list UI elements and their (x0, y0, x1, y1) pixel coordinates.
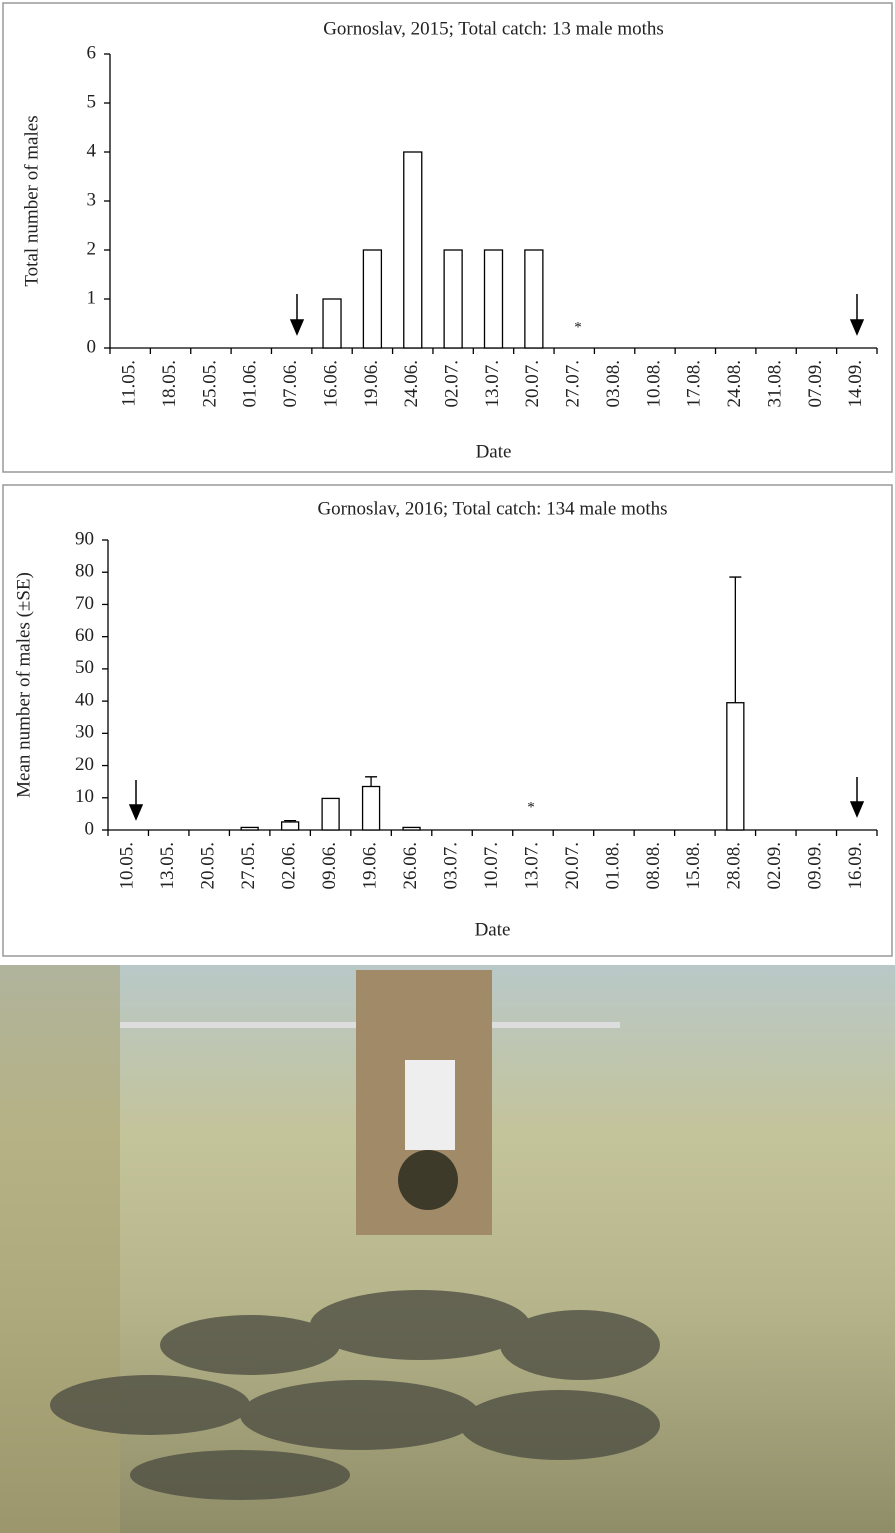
x-tick-label: 31.08. (764, 360, 785, 408)
x-tick-label: 01.08. (602, 842, 623, 890)
y-tick-label: 2 (87, 238, 97, 259)
y-tick-label: 10 (75, 786, 94, 807)
x-tick-label: 16.09. (845, 842, 866, 890)
x-tick-label: 11.05. (119, 360, 140, 407)
x-tick-label: 10.07. (481, 842, 502, 890)
x-tick-label: 17.08. (684, 360, 705, 408)
y-tick-label: 60 (75, 625, 94, 646)
y-axis-label: Mean number of males (±SE) (13, 572, 34, 798)
x-tick-label: 24.08. (724, 360, 745, 408)
y-tick-label: 80 (75, 561, 94, 582)
x-tick-label: 27.07. (563, 360, 584, 408)
photo-label (405, 1060, 455, 1150)
x-axis-label: Date (476, 441, 512, 462)
annotation: * (527, 799, 535, 815)
x-tick-label: 10.05. (117, 842, 138, 890)
bar (322, 798, 339, 830)
y-tick-label: 3 (87, 189, 97, 210)
x-tick-label: 09.09. (805, 842, 826, 890)
bar (444, 250, 462, 348)
bar (485, 250, 503, 348)
x-tick-label: 03.07. (440, 842, 461, 890)
y-tick-label: 1 (87, 287, 97, 308)
x-tick-label: 09.06. (319, 842, 340, 890)
bar (363, 787, 380, 831)
x-axis-label: Date (475, 919, 511, 940)
trap-photo (0, 965, 895, 1533)
chart-title: Gornoslav, 2016; Total catch: 134 male m… (317, 498, 667, 519)
annotation: * (574, 319, 582, 335)
bar (525, 250, 543, 348)
x-tick-label: 01.06. (240, 360, 261, 408)
x-tick-label: 27.05. (238, 842, 259, 890)
y-tick-label: 0 (87, 336, 97, 357)
y-tick-label: 4 (87, 140, 97, 161)
y-axis-label: Total number of males (21, 115, 42, 286)
bar (282, 822, 299, 830)
x-tick-label: 18.05. (159, 360, 180, 408)
photo-lure (398, 1150, 458, 1210)
y-tick-label: 70 (75, 593, 94, 614)
bar (323, 299, 341, 348)
x-tick-label: 15.08. (683, 842, 704, 890)
y-tick-label: 20 (75, 754, 94, 775)
x-tick-label: 20.05. (198, 842, 219, 890)
y-tick-label: 5 (87, 91, 97, 112)
x-tick-label: 13.07. (521, 842, 542, 890)
x-tick-label: 02.06. (278, 842, 299, 890)
x-tick-label: 28.08. (724, 842, 745, 890)
x-tick-label: 07.06. (280, 360, 301, 408)
page: Gornoslav, 2015; Total catch: 13 male mo… (0, 0, 895, 1533)
x-tick-label: 08.08. (643, 842, 664, 890)
x-tick-label: 13.05. (157, 842, 178, 890)
chart-title: Gornoslav, 2015; Total catch: 13 male mo… (323, 18, 664, 39)
x-tick-label: 24.06. (401, 360, 422, 408)
x-tick-label: 14.09. (845, 360, 866, 408)
y-tick-label: 90 (75, 528, 94, 549)
x-tick-label: 13.07. (482, 360, 503, 408)
x-tick-label: 16.06. (320, 360, 341, 408)
bar (727, 703, 744, 830)
bar (241, 827, 258, 830)
x-tick-label: 03.08. (603, 360, 624, 408)
x-tick-label: 25.05. (199, 360, 220, 408)
y-tick-label: 0 (85, 818, 95, 839)
bar (363, 250, 381, 348)
y-tick-label: 40 (75, 689, 94, 710)
x-tick-label: 20.07. (522, 360, 543, 408)
x-tick-label: 10.08. (643, 360, 664, 408)
x-tick-label: 26.06. (400, 842, 421, 890)
x-tick-label: 02.09. (764, 842, 785, 890)
x-tick-label: 07.09. (805, 360, 826, 408)
x-tick-label: 19.06. (361, 360, 382, 408)
y-tick-label: 6 (87, 42, 97, 63)
x-tick-label: 19.06. (359, 842, 380, 890)
photo-foliage (0, 965, 120, 1533)
charts: Gornoslav, 2015; Total catch: 13 male mo… (0, 0, 895, 960)
y-tick-label: 50 (75, 657, 94, 678)
x-tick-label: 02.07. (441, 360, 462, 408)
x-tick-label: 20.07. (562, 842, 583, 890)
bar (404, 152, 422, 348)
y-tick-label: 30 (75, 722, 94, 743)
bar (403, 827, 420, 830)
